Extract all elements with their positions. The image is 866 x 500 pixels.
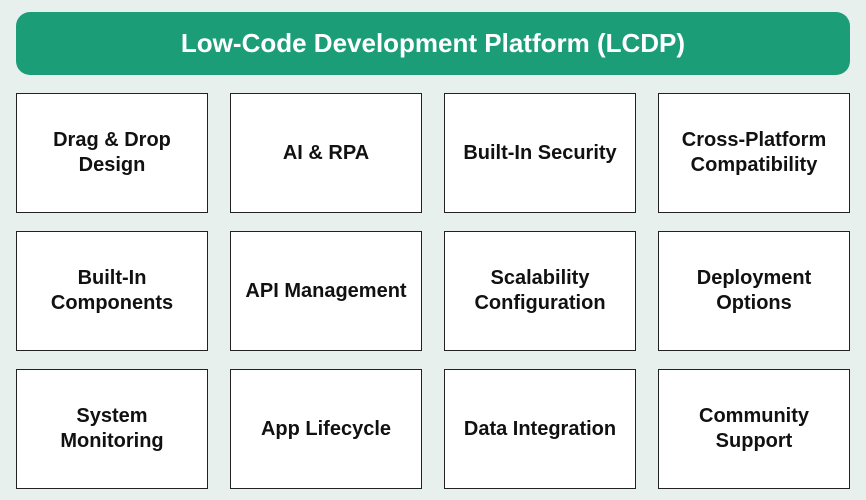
feature-cell: App Lifecycle [230,369,422,489]
feature-cell: Community Support [658,369,850,489]
feature-cell: Built-In Security [444,93,636,213]
feature-cell: Drag & Drop Design [16,93,208,213]
feature-cell: Data Integration [444,369,636,489]
feature-cell: Scalability Configuration [444,231,636,351]
feature-cell: Deployment Options [658,231,850,351]
feature-cell: Cross-Platform Compatibility [658,93,850,213]
feature-cell: AI & RPA [230,93,422,213]
title-banner: Low-Code Development Platform (LCDP) [16,12,850,75]
feature-cell: System Monitoring [16,369,208,489]
feature-cell: API Management [230,231,422,351]
feature-grid: Drag & Drop Design AI & RPA Built-In Sec… [16,93,850,489]
feature-cell: Built-In Components [16,231,208,351]
